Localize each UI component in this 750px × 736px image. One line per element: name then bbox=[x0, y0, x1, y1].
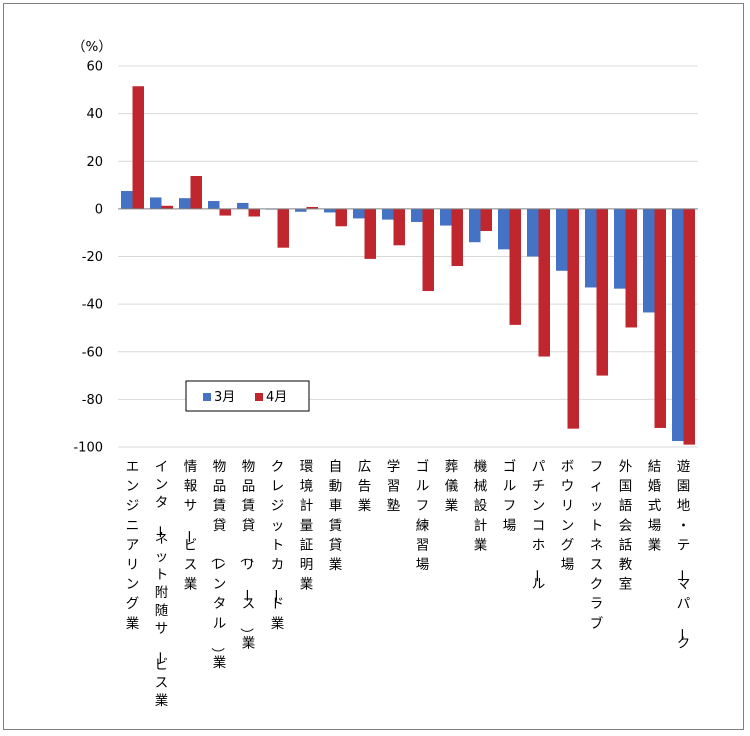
bar-s2-15 bbox=[567, 208, 579, 429]
y-tick-label: -80 bbox=[82, 393, 103, 408]
category-label: ゴルフ場 bbox=[503, 458, 517, 534]
category-label: 結婚式場業 bbox=[648, 459, 662, 553]
category-label: ボウリング場 bbox=[561, 459, 575, 573]
bar-s2-18 bbox=[654, 208, 666, 428]
bar-s1-15 bbox=[556, 208, 568, 271]
bar-s2-19 bbox=[683, 208, 695, 445]
category-label: クレジットカード業 bbox=[267, 459, 285, 632]
category-label: パチンコホール bbox=[528, 459, 546, 593]
bar-s2-7 bbox=[335, 208, 347, 227]
bar-s1-1 bbox=[150, 197, 162, 209]
category-label: 環境計量証明業 bbox=[300, 459, 314, 593]
category-label: 自動車賃貸業 bbox=[329, 459, 343, 573]
bar-s2-14 bbox=[538, 208, 550, 357]
bar-s2-17 bbox=[625, 208, 637, 328]
bar-s2-9 bbox=[393, 208, 405, 246]
bar-s2-0 bbox=[132, 86, 144, 209]
bar-s2-13 bbox=[509, 208, 521, 325]
bar-s2-12 bbox=[480, 208, 492, 232]
bar-s1-8 bbox=[353, 208, 365, 219]
bar-s1-4 bbox=[237, 202, 249, 209]
bar-s2-11 bbox=[451, 208, 463, 267]
bar-s1-18 bbox=[643, 208, 655, 313]
bar-s2-4 bbox=[248, 208, 260, 217]
legend-label: 4月 bbox=[266, 390, 287, 405]
y-tick-label: 0 bbox=[95, 202, 103, 217]
bar-s1-17 bbox=[614, 208, 626, 289]
bar-s2-5 bbox=[277, 208, 289, 248]
category-label: 広告業 bbox=[358, 459, 372, 514]
bar-s1-2 bbox=[179, 198, 191, 209]
category-label: 葬儀業 bbox=[445, 459, 459, 514]
bar-s2-3 bbox=[219, 208, 231, 216]
category-label: 物品賃貸（レンタル）業 bbox=[209, 459, 227, 671]
legend-label: 3月 bbox=[214, 390, 235, 405]
category-label: 学習塾 bbox=[387, 459, 401, 514]
y-tick-label: -60 bbox=[82, 345, 103, 360]
y-tick-label: -20 bbox=[82, 250, 103, 265]
category-label: 遊園地・テーマパーク bbox=[673, 459, 691, 651]
bar-s2-6 bbox=[306, 206, 318, 209]
category-label: 機械設計業 bbox=[474, 459, 488, 553]
category-label: インターネット附随サービス業 bbox=[151, 459, 169, 709]
bar-s1-16 bbox=[585, 208, 597, 288]
bar-s2-2 bbox=[190, 176, 202, 209]
y-tick-label: 20 bbox=[86, 155, 103, 170]
bar-s1-9 bbox=[382, 208, 394, 220]
category-label: 物品賃貸（リース）業 bbox=[238, 459, 256, 651]
legend-swatch bbox=[255, 393, 263, 401]
bar-s1-14 bbox=[527, 208, 539, 257]
legend-swatch bbox=[203, 393, 211, 401]
bar-s1-19 bbox=[672, 208, 684, 442]
y-tick-label: 60 bbox=[86, 60, 103, 75]
y-tick-label: -100 bbox=[73, 441, 103, 456]
bar-s1-3 bbox=[208, 201, 220, 209]
bar-s1-12 bbox=[469, 208, 481, 243]
category-label: 情報サービス業 bbox=[180, 459, 198, 593]
bar-s1-10 bbox=[411, 208, 423, 222]
y-tick-label: -40 bbox=[82, 298, 103, 313]
bar-s2-1 bbox=[161, 205, 173, 209]
chart-frame bbox=[3, 3, 744, 730]
bar-s1-11 bbox=[440, 208, 452, 226]
bar-s1-7 bbox=[324, 208, 336, 213]
bar-s1-0 bbox=[121, 191, 133, 209]
bar-s1-6 bbox=[295, 208, 307, 212]
category-label: エンジニアリング業 bbox=[126, 459, 140, 632]
bar-s1-13 bbox=[498, 208, 510, 250]
y-unit-label: （%） bbox=[72, 39, 112, 55]
category-label: フィットネスクラブ bbox=[590, 459, 604, 632]
bar-s2-16 bbox=[596, 208, 608, 376]
category-label: ゴルフ練習場 bbox=[416, 458, 430, 573]
y-tick-label: 40 bbox=[86, 107, 103, 122]
category-label: 外国語会話教室 bbox=[619, 459, 633, 593]
bar-s2-10 bbox=[422, 208, 434, 292]
bar-s2-8 bbox=[364, 208, 376, 259]
